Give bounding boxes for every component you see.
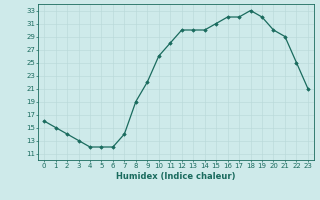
X-axis label: Humidex (Indice chaleur): Humidex (Indice chaleur) (116, 172, 236, 181)
